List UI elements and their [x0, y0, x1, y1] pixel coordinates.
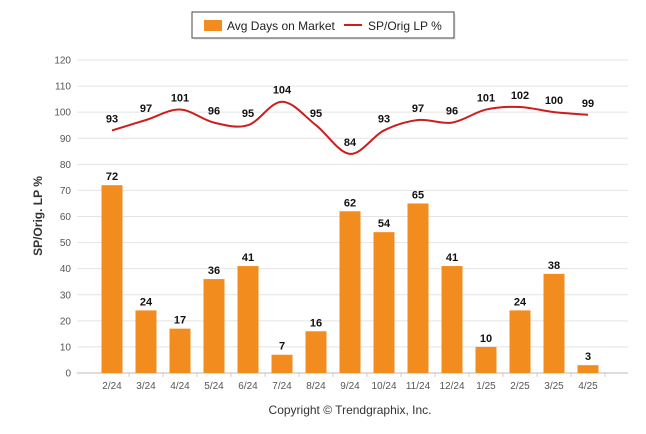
- x-tick-label: 5/24: [204, 381, 224, 392]
- legend-swatch-bar: [204, 20, 222, 31]
- bar-series: [101, 185, 599, 373]
- line-value-label: 99: [582, 98, 594, 110]
- x-tick-label: 3/24: [136, 381, 156, 392]
- y-tick-label: 110: [55, 82, 71, 93]
- y-tick-label: 20: [60, 316, 72, 327]
- bar: [203, 279, 225, 373]
- line-value-label: 97: [412, 103, 424, 115]
- bar-value-label: 54: [378, 218, 391, 230]
- y-tick-label: 120: [54, 56, 71, 67]
- x-axis-ticks: 2/24 3/24 4/24 5/24 6/24 7/24 8/24 9/24 10/24 11/…: [102, 373, 606, 392]
- bar: [509, 310, 531, 373]
- x-tick-label: 4/24: [170, 381, 190, 392]
- line-value-label: 95: [310, 108, 322, 120]
- bar: [441, 266, 463, 373]
- bar: [339, 211, 361, 373]
- bar: [543, 273, 565, 373]
- x-tick-label: 7/24: [272, 381, 292, 392]
- bar: [169, 328, 191, 373]
- bar: [101, 185, 123, 373]
- line-value-label: 96: [446, 106, 458, 118]
- y-tick-label: 60: [60, 212, 72, 223]
- x-tick-label: 11/24: [406, 381, 431, 392]
- bar: [305, 331, 327, 373]
- y-tick-label: 0: [65, 369, 71, 380]
- bar-value-label: 41: [242, 252, 254, 264]
- y-axis-label: SP/Orig. LP %: [31, 176, 45, 256]
- y-tick-label: 80: [60, 160, 72, 171]
- bar-data-labels: 72 24 17 36 41 7 16 62 54 65 41 10 24 38 3: [106, 171, 591, 363]
- line-series: [111, 100, 589, 155]
- y-tick-label: 30: [60, 290, 72, 301]
- bar-value-label: 65: [412, 189, 424, 201]
- line-value-label: 100: [545, 95, 563, 107]
- line-value-label: 101: [477, 93, 495, 105]
- bar-value-label: 62: [344, 197, 356, 209]
- line-value-label: 101: [171, 93, 189, 105]
- x-tick-label: 10/24: [371, 381, 396, 392]
- line-value-label: 102: [511, 90, 529, 102]
- x-tick-label: 12/24: [439, 381, 464, 392]
- bar-value-label: 24: [140, 296, 153, 308]
- bar: [373, 232, 395, 373]
- x-tick-label: 2/24: [102, 381, 122, 392]
- copyright-text: Copyright © Trendgraphix, Inc.: [269, 403, 432, 417]
- x-tick-label: 3/25: [544, 381, 564, 392]
- bar-value-label: 7: [279, 341, 285, 353]
- line-value-label: 84: [344, 137, 357, 149]
- bar-value-label: 10: [480, 333, 492, 345]
- series-line: [111, 100, 589, 155]
- line-data-labels: 93 97 101 96 95 104 95 84 93 97 96 101 102 100 99: [106, 85, 594, 149]
- legend: Avg Days on Market SP/Orig LP %: [191, 11, 456, 40]
- bar-value-label: 36: [208, 265, 220, 277]
- x-tick-label: 8/24: [306, 381, 326, 392]
- y-tick-label: 50: [60, 238, 72, 249]
- bar: [407, 203, 429, 373]
- bar: [237, 266, 259, 373]
- y-tick-label: 10: [60, 342, 72, 353]
- bar-value-label: 17: [174, 315, 186, 327]
- y-tick-label: 70: [60, 186, 72, 197]
- bar: [475, 346, 497, 373]
- bar-value-label: 16: [310, 317, 322, 329]
- line-value-label: 104: [273, 85, 292, 97]
- line-value-label: 93: [106, 113, 118, 125]
- line-value-label: 97: [140, 103, 152, 115]
- y-axis-ticks: 0 10 20 30 40 50 60 70 80 90 100 110 120: [54, 56, 71, 380]
- y-tick-label: 90: [60, 134, 72, 145]
- bar-value-label: 3: [585, 351, 591, 363]
- x-tick-label: 9/24: [340, 381, 360, 392]
- legend-label-bar: Avg Days on Market: [227, 19, 335, 33]
- y-tick-label: 100: [54, 108, 71, 119]
- legend-label-line: SP/Orig LP %: [368, 19, 442, 33]
- line-value-label: 95: [242, 108, 254, 120]
- x-tick-label: 1/25: [476, 381, 496, 392]
- bar: [135, 310, 157, 373]
- line-value-label: 93: [378, 113, 390, 125]
- x-tick-label: 4/25: [578, 381, 598, 392]
- bar: [577, 365, 599, 373]
- bar-value-label: 38: [548, 260, 560, 272]
- bar: [271, 354, 293, 373]
- x-tick-label: 6/24: [238, 381, 258, 392]
- bar-value-label: 72: [106, 171, 118, 183]
- x-tick-label: 2/25: [510, 381, 530, 392]
- line-value-label: 96: [208, 106, 220, 118]
- bar-value-label: 41: [446, 252, 458, 264]
- y-tick-label: 40: [60, 264, 72, 275]
- bar-value-label: 24: [514, 296, 527, 308]
